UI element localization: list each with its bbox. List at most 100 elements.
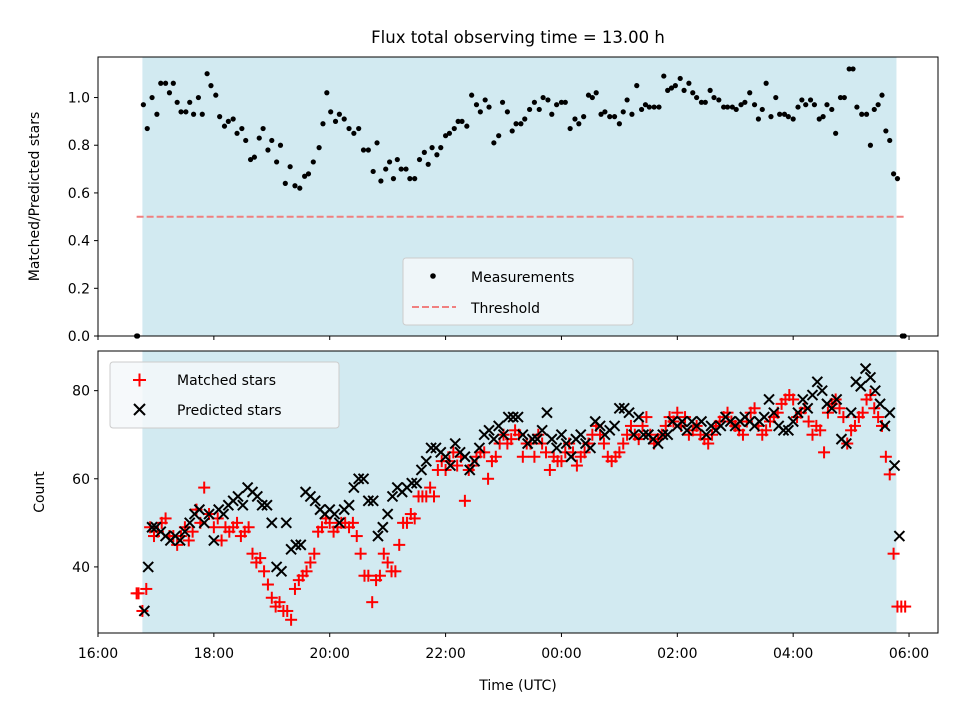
predicted-star-marker (546, 433, 558, 445)
matched-star-marker (350, 530, 363, 543)
ratio-legend: Measurements Threshold (402, 257, 634, 326)
measurement-point (833, 130, 839, 136)
predicted-star-marker (439, 451, 452, 463)
matched-star-marker (258, 565, 271, 578)
measurement-point (407, 176, 413, 182)
counts-y-ticks: 40 60 80 (72, 384, 98, 576)
measurement-point (429, 145, 435, 151)
counts-panel: 40 60 80 16:00 18:00 20:00 22:00 00:00 02:00 04:… (32, 350, 939, 694)
measurement-point (442, 133, 449, 139)
measurement-point (698, 99, 705, 105)
measurement-point (894, 176, 901, 182)
predicted-star-marker (613, 402, 626, 414)
measurement-point (351, 130, 357, 136)
measurement-point (665, 87, 671, 93)
measurement-point (251, 154, 258, 160)
predicted-star-marker (449, 437, 461, 450)
threshold-legend-label: Threshold (470, 301, 540, 317)
predicted-star-marker (309, 495, 321, 507)
measurement-point (328, 109, 334, 115)
measurement-point (332, 118, 339, 124)
measurement-point (686, 80, 692, 86)
predicted-star-marker (415, 464, 428, 476)
measurement-point (742, 99, 748, 105)
measurement-point (158, 80, 164, 86)
ratio-y-ticks: 0.0 0.2 0.4 0.6 0.8 1.0 (68, 91, 98, 345)
ratio-y-tick-label: 0.8 (68, 138, 90, 154)
predicted-star-marker (473, 442, 486, 454)
matched-legend-marker (133, 373, 146, 387)
predicted-star-marker (237, 499, 249, 511)
matched-star-marker (346, 516, 359, 529)
measurement-point (292, 183, 298, 189)
measurement-point (154, 111, 160, 117)
measurement-point (642, 102, 649, 108)
measurement-point (629, 111, 635, 117)
matched-star-marker (246, 547, 259, 560)
measurement-point (711, 94, 717, 101)
measurement-point (863, 111, 870, 117)
predicted-star-marker (676, 415, 688, 428)
measurement-point (694, 94, 700, 101)
measurement-point (256, 135, 262, 141)
measurement-point (234, 130, 240, 136)
predicted-star-marker (806, 389, 819, 401)
measurement-point (310, 159, 316, 165)
measurement-point (890, 171, 897, 177)
measurement-point (365, 147, 371, 153)
measurement-point (585, 92, 592, 98)
predicted-star-marker (512, 411, 524, 423)
ratio-panel-frame (97, 56, 939, 337)
measurement-point (837, 94, 844, 101)
matched-star-marker (285, 613, 298, 626)
predicted-star-marker (864, 371, 877, 384)
predicted-star-marker (184, 517, 196, 529)
measurement-point (166, 90, 173, 96)
measurement-point (829, 106, 835, 113)
measurement-point (297, 185, 303, 191)
measurement-point (403, 166, 409, 172)
predicted-star-marker (193, 503, 206, 516)
measurement-point (841, 94, 847, 101)
matched-star-marker (254, 552, 267, 565)
matched-star-marker (198, 481, 211, 494)
predicted-star-marker (575, 429, 587, 441)
measurement-point (302, 173, 308, 179)
predicted-star-marker (715, 420, 727, 432)
predicted-star-marker (179, 525, 191, 538)
predicted-star-marker (468, 455, 481, 467)
ratio-y-label: Matched/Predicted stars (27, 112, 43, 282)
measurement-point (274, 159, 280, 165)
measurement-point (562, 99, 568, 105)
matched-star-marker (408, 512, 421, 525)
predicted-star-marker (357, 473, 370, 485)
predicted-star-marker (333, 517, 346, 529)
matched-star-marker (207, 521, 220, 534)
measurement-point (243, 137, 249, 144)
measurement-point (491, 140, 497, 146)
predicted-star-marker (893, 530, 906, 542)
measurement-point (558, 99, 565, 105)
measurement-point (593, 90, 599, 96)
measurement-point (602, 109, 608, 115)
x-tick-label: 16:00 (78, 646, 118, 662)
measurement-point (144, 125, 150, 132)
measurement-point (811, 102, 818, 108)
measurement-point (549, 111, 555, 117)
predicted-star-marker (632, 411, 645, 423)
measurement-point (707, 87, 713, 93)
matched-star-marker (617, 437, 630, 450)
counts-legend: Matched stars Predicted stars (109, 361, 340, 429)
matched-star-marker (362, 569, 375, 582)
measurement-point (425, 161, 431, 167)
predicted-star-marker (198, 517, 210, 529)
matched-star-marker (856, 406, 869, 419)
matched-star-marker (814, 424, 827, 437)
predicted-star-marker (661, 429, 674, 441)
predicted-star-marker (372, 530, 384, 542)
measurement-point (656, 104, 662, 110)
matched-star-marker (377, 547, 390, 560)
measurement-point (651, 104, 657, 110)
measurement-point (496, 133, 502, 139)
